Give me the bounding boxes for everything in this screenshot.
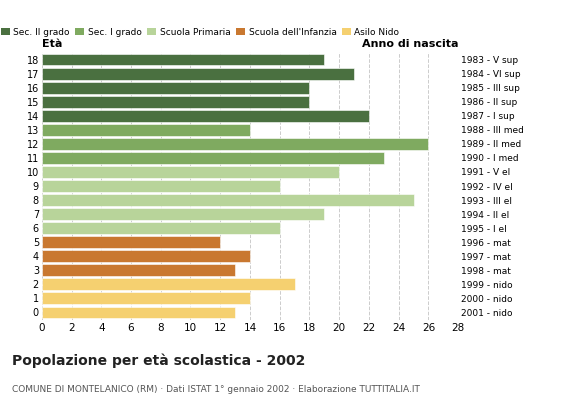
Bar — [42, 222, 280, 234]
Bar — [42, 82, 310, 94]
Bar — [42, 194, 414, 206]
Bar — [42, 110, 369, 122]
Bar — [42, 292, 250, 304]
Bar — [42, 54, 324, 66]
Bar — [42, 68, 354, 80]
Bar — [42, 180, 280, 192]
Bar — [42, 166, 339, 178]
Bar — [42, 250, 250, 262]
Bar — [42, 152, 384, 164]
Bar — [42, 306, 235, 318]
Text: Popolazione per età scolastica - 2002: Popolazione per età scolastica - 2002 — [12, 354, 305, 368]
Text: COMUNE DI MONTELANICO (RM) · Dati ISTAT 1° gennaio 2002 · Elaborazione TUTTITALI: COMUNE DI MONTELANICO (RM) · Dati ISTAT … — [12, 385, 419, 394]
Bar — [42, 96, 310, 108]
Bar — [42, 278, 295, 290]
Bar — [42, 124, 250, 136]
Text: Età: Età — [42, 39, 62, 49]
Legend: Sec. II grado, Sec. I grado, Scuola Primaria, Scuola dell'Infanzia, Asilo Nido: Sec. II grado, Sec. I grado, Scuola Prim… — [1, 28, 400, 37]
Bar — [42, 208, 324, 220]
Bar — [42, 236, 220, 248]
Bar — [42, 138, 429, 150]
Text: Anno di nascita: Anno di nascita — [362, 39, 458, 49]
Bar — [42, 264, 235, 276]
